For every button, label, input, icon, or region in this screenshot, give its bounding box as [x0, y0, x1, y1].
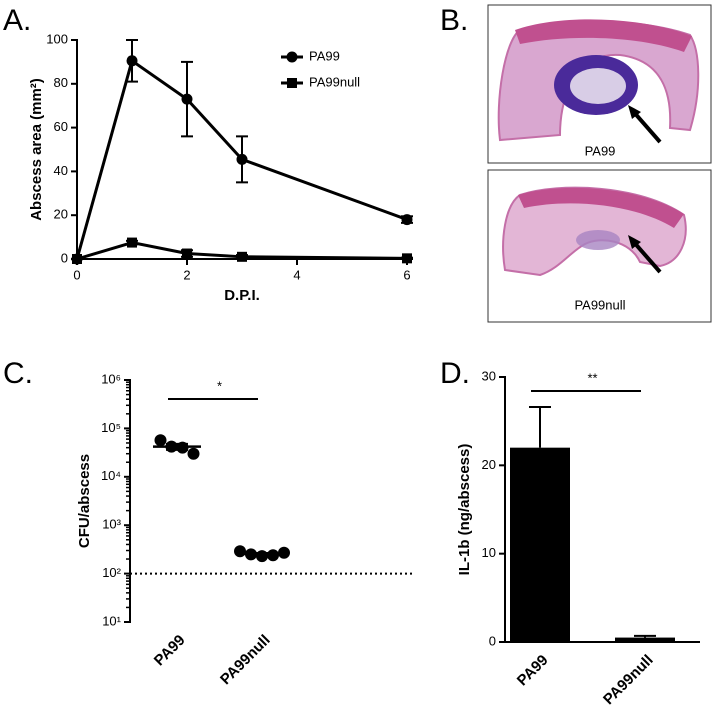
bar [510, 447, 570, 642]
panel-label: B. [440, 4, 468, 37]
y-tick-label: 0 [61, 250, 68, 265]
x-tick-label: PA99 [151, 632, 189, 670]
y-tick-label: 20 [482, 457, 496, 472]
panel-label: C. [3, 357, 33, 390]
significance-label: ** [587, 370, 597, 385]
y-tick-label: 40 [54, 163, 68, 178]
x-axis-label: D.P.I. [224, 287, 260, 304]
y-tick-label: 10¹ [102, 613, 121, 628]
legend-marker [286, 51, 298, 63]
image-caption: PA99null [574, 297, 625, 312]
significance-label: * [217, 378, 222, 393]
data-point [127, 237, 137, 248]
y-tick-label: 10³ [102, 517, 121, 532]
y-tick-label: 10 [482, 545, 496, 560]
x-tick-label: 4 [293, 267, 300, 282]
y-tick-label: 0 [489, 633, 496, 648]
y-tick-label: 80 [54, 75, 68, 90]
abscess [576, 230, 620, 250]
y-tick-label: 30 [482, 368, 496, 383]
y-tick-label: 10⁶ [101, 371, 121, 386]
legend-label: PA99null [309, 74, 360, 89]
tissue-top [515, 19, 692, 52]
y-tick-label: 100 [46, 31, 68, 46]
y-axis-label: Abscess area (mm²) [28, 78, 45, 221]
panel-label: D. [440, 357, 470, 390]
tissue-top [518, 187, 684, 228]
data-point [154, 434, 167, 447]
bar [615, 637, 675, 642]
legend-label: PA99 [309, 48, 340, 63]
y-axis-label: CFU/abscess [76, 454, 93, 548]
data-point [237, 251, 247, 262]
data-point [187, 447, 200, 460]
image-caption: PA99 [585, 143, 616, 158]
data-point [256, 550, 268, 563]
data-point [401, 214, 413, 226]
y-tick-label: 10⁴ [101, 468, 121, 483]
arrow-head [628, 235, 641, 249]
y-tick-label: 10² [102, 565, 121, 580]
arrow-head [628, 105, 641, 119]
data-point [72, 254, 82, 264]
x-tick-label: 6 [403, 267, 410, 282]
legend-marker [287, 78, 297, 88]
data-point [234, 545, 246, 558]
data-point [126, 55, 138, 67]
x-tick-label: PA99null [217, 632, 274, 689]
data-point [402, 253, 412, 264]
x-tick-label: PA99 [514, 652, 552, 690]
y-tick-label: 60 [54, 119, 68, 134]
y-tick-label: 10⁵ [101, 420, 121, 435]
panel-label: A. [3, 4, 31, 37]
y-axis-label: IL-1b (ng/abscess) [456, 444, 473, 576]
y-tick-label: 20 [54, 207, 68, 222]
abscess-core [570, 68, 626, 104]
data-point [236, 153, 248, 165]
x-tick-label: 2 [183, 267, 190, 282]
data-point [182, 248, 192, 259]
x-tick-label: PA99null [600, 652, 657, 709]
x-tick-label: 0 [73, 267, 80, 282]
data-point [181, 93, 193, 105]
